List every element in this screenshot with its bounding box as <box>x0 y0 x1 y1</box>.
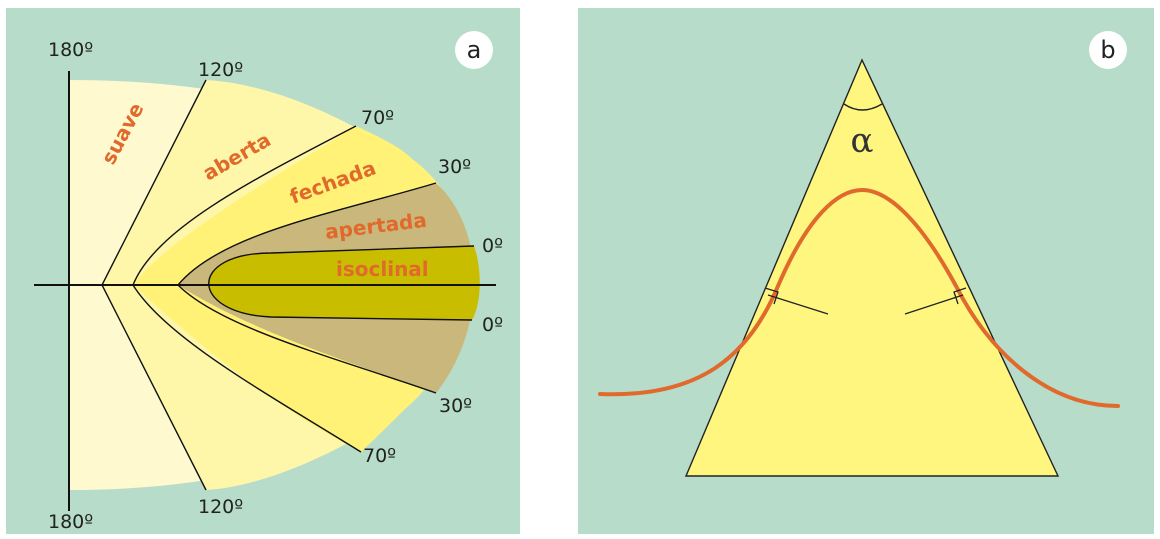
right-limb-normal <box>904 294 964 315</box>
fold-curve <box>598 187 1120 408</box>
badge-a: a <box>467 36 482 64</box>
badge-b: b <box>1100 36 1115 64</box>
zone-label-isoclinal: isoclinal <box>336 257 429 281</box>
alpha-symbol: α <box>851 121 874 161</box>
panel-a: 180º 120º 70º 30º 0º 0º 30º 70º 120º 180… <box>6 8 520 534</box>
angle-top-30: 30º <box>438 156 471 178</box>
interlimb-angle-diagram: α b <box>578 8 1154 534</box>
angle-top-180: 180º <box>48 39 93 61</box>
angle-bottom-70: 70º <box>363 445 396 467</box>
interlimb-triangle <box>684 58 1060 477</box>
angle-bottom-180: 180º <box>48 511 93 533</box>
left-limb-normal <box>767 294 829 315</box>
badge-b-circle <box>1089 31 1127 69</box>
badge-a-circle <box>455 31 493 69</box>
limb-normals <box>764 287 967 315</box>
angle-bottom-30: 30º <box>439 395 472 417</box>
left-right-angle-marker <box>764 287 779 305</box>
fold-classification-diagram: 180º 120º 70º 30º 0º 0º 30º 70º 120º 180… <box>6 8 520 534</box>
angle-bottom-0: 0º <box>482 314 503 336</box>
right-right-angle-marker <box>953 287 967 305</box>
boundary-0 <box>208 245 475 321</box>
interlimb-angle-arc <box>843 103 883 111</box>
zone-isoclinal <box>208 246 480 320</box>
panel-b: α b <box>578 8 1154 534</box>
angle-top-120: 120º <box>198 59 243 81</box>
angle-bottom-120: 120º <box>198 496 243 518</box>
angle-top-0: 0º <box>482 235 503 257</box>
angle-top-70: 70º <box>361 107 394 129</box>
